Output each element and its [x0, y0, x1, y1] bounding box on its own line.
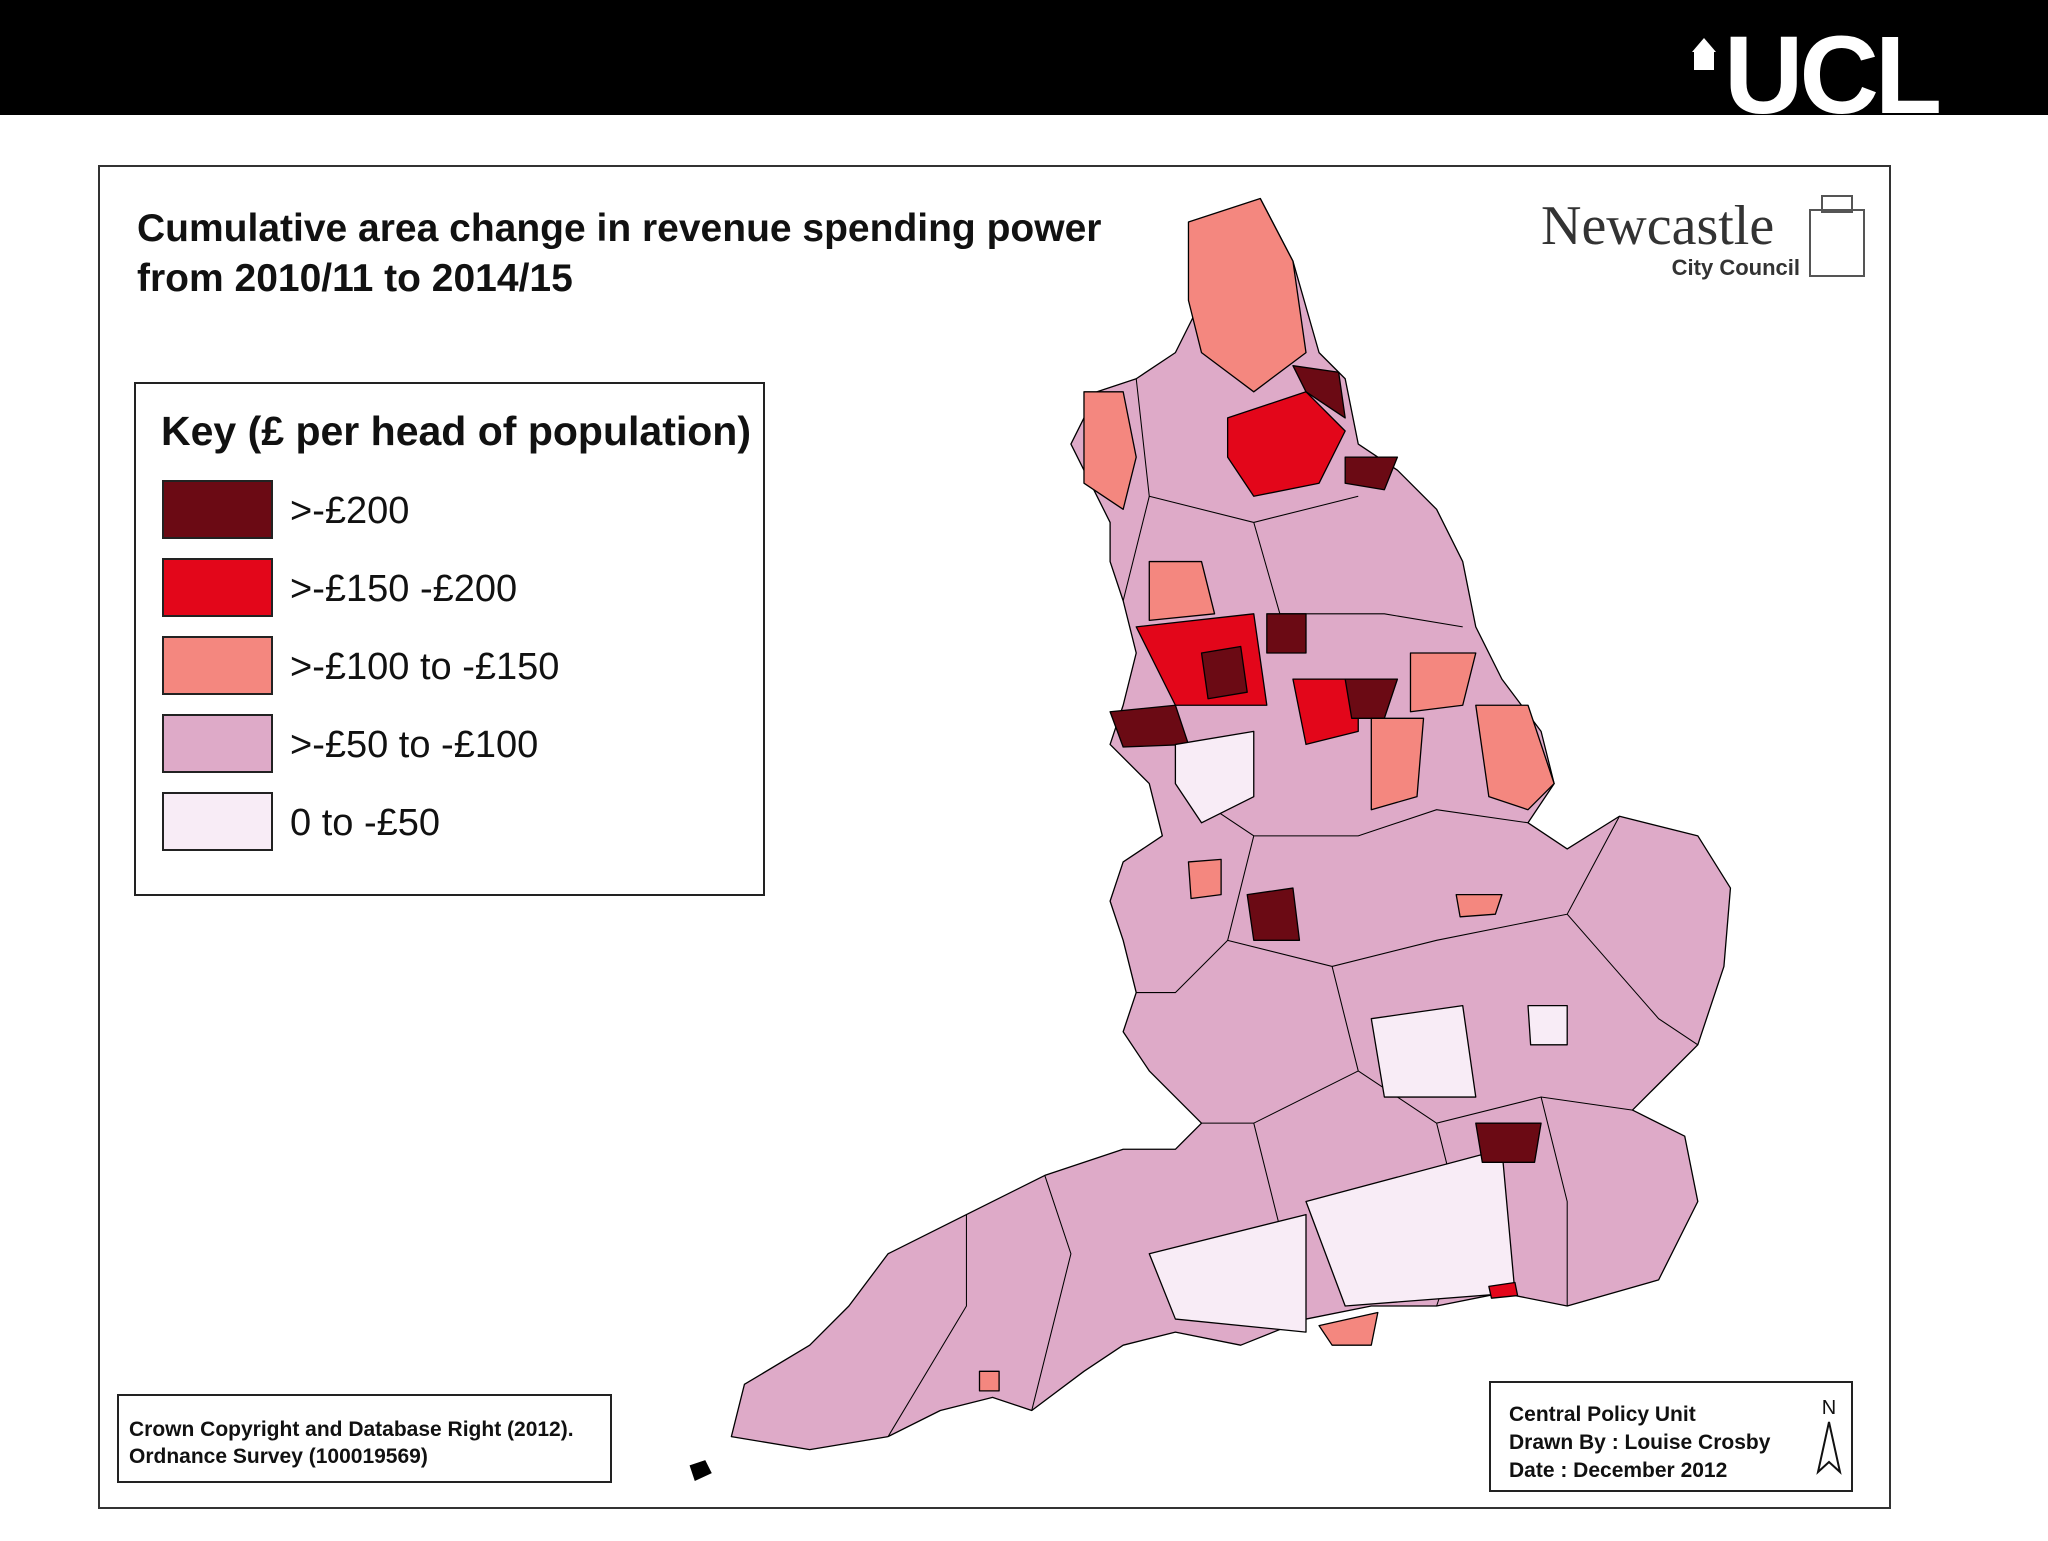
island: [689, 1460, 712, 1482]
region: [1187, 197, 1307, 393]
region: [1266, 613, 1307, 654]
region: [1370, 717, 1425, 811]
legend-swatch: [162, 714, 273, 773]
region: [1148, 560, 1216, 622]
copyright-text: Crown Copyright and Database Right (2012…: [129, 1418, 574, 1441]
region: [1292, 678, 1359, 746]
credits-box: Central Policy Unit Drawn By : Louise Cr…: [1489, 1381, 1853, 1492]
region: [1475, 1122, 1542, 1163]
region: [1174, 730, 1255, 824]
legend-title: Key (£ per head of population): [161, 408, 751, 454]
legend-label: >-£50 to -£100: [290, 724, 538, 766]
region: [978, 1370, 1000, 1392]
copyright-box: Crown Copyright and Database Right (2012…: [117, 1394, 612, 1483]
credits-frame: [1489, 1381, 1853, 1492]
north-arrow: [1816, 1421, 1842, 1475]
logo-castle-top: [1821, 195, 1853, 213]
legend-label: >-£200: [290, 490, 409, 532]
region: [1488, 1281, 1519, 1299]
region: [1083, 391, 1137, 510]
logo-text: UCL: [1724, 14, 1939, 137]
region: [1200, 645, 1248, 700]
england-map: [689, 197, 1732, 1482]
credits-text: Date : December 2012: [1509, 1459, 1727, 1482]
region: [1318, 1311, 1379, 1346]
legend-label: >-£100 to -£150: [290, 646, 559, 688]
legend-swatch: [162, 558, 273, 617]
map-title: Cumulative area change in revenue spendi…: [137, 207, 1101, 250]
legend-label: 0 to -£50: [290, 802, 440, 844]
logo-castle: [1809, 209, 1865, 277]
north-label: N: [1822, 1397, 1836, 1419]
logo-subtitle: City Council: [1672, 255, 1800, 280]
copyright-frame: [117, 1394, 612, 1483]
logo-icon: [1694, 52, 1714, 70]
legend: Key (£ per head of population) >-£200 >-£…: [134, 382, 765, 896]
region: [1148, 1213, 1307, 1333]
newcastle-logo: Newcastle City Council: [1541, 195, 1865, 280]
region: [1455, 893, 1503, 918]
ucl-logo: UCL: [1692, 14, 1943, 137]
region: [1344, 456, 1399, 491]
logo-icon-roof: [1692, 38, 1716, 52]
logo-name: Newcastle: [1541, 195, 1774, 257]
region: [1187, 858, 1222, 900]
map-title: from 2010/11 to 2014/15: [137, 257, 573, 300]
region: [1527, 1004, 1568, 1046]
region: [1475, 704, 1555, 811]
region: [1409, 652, 1477, 713]
region: [1292, 365, 1346, 419]
copyright-text: Ordnance Survey (100019569): [129, 1445, 428, 1468]
legend-swatch: [162, 792, 273, 851]
credits-text: Central Policy Unit: [1509, 1403, 1696, 1426]
legend-swatch: [162, 480, 273, 539]
legend-label: >-£150 -£200: [290, 568, 517, 610]
region: [1109, 704, 1190, 748]
credits-text: Drawn By : Louise Crosby: [1509, 1431, 1771, 1454]
legend-swatch: [162, 636, 273, 695]
region: [1370, 1004, 1477, 1098]
region: [1246, 887, 1301, 941]
